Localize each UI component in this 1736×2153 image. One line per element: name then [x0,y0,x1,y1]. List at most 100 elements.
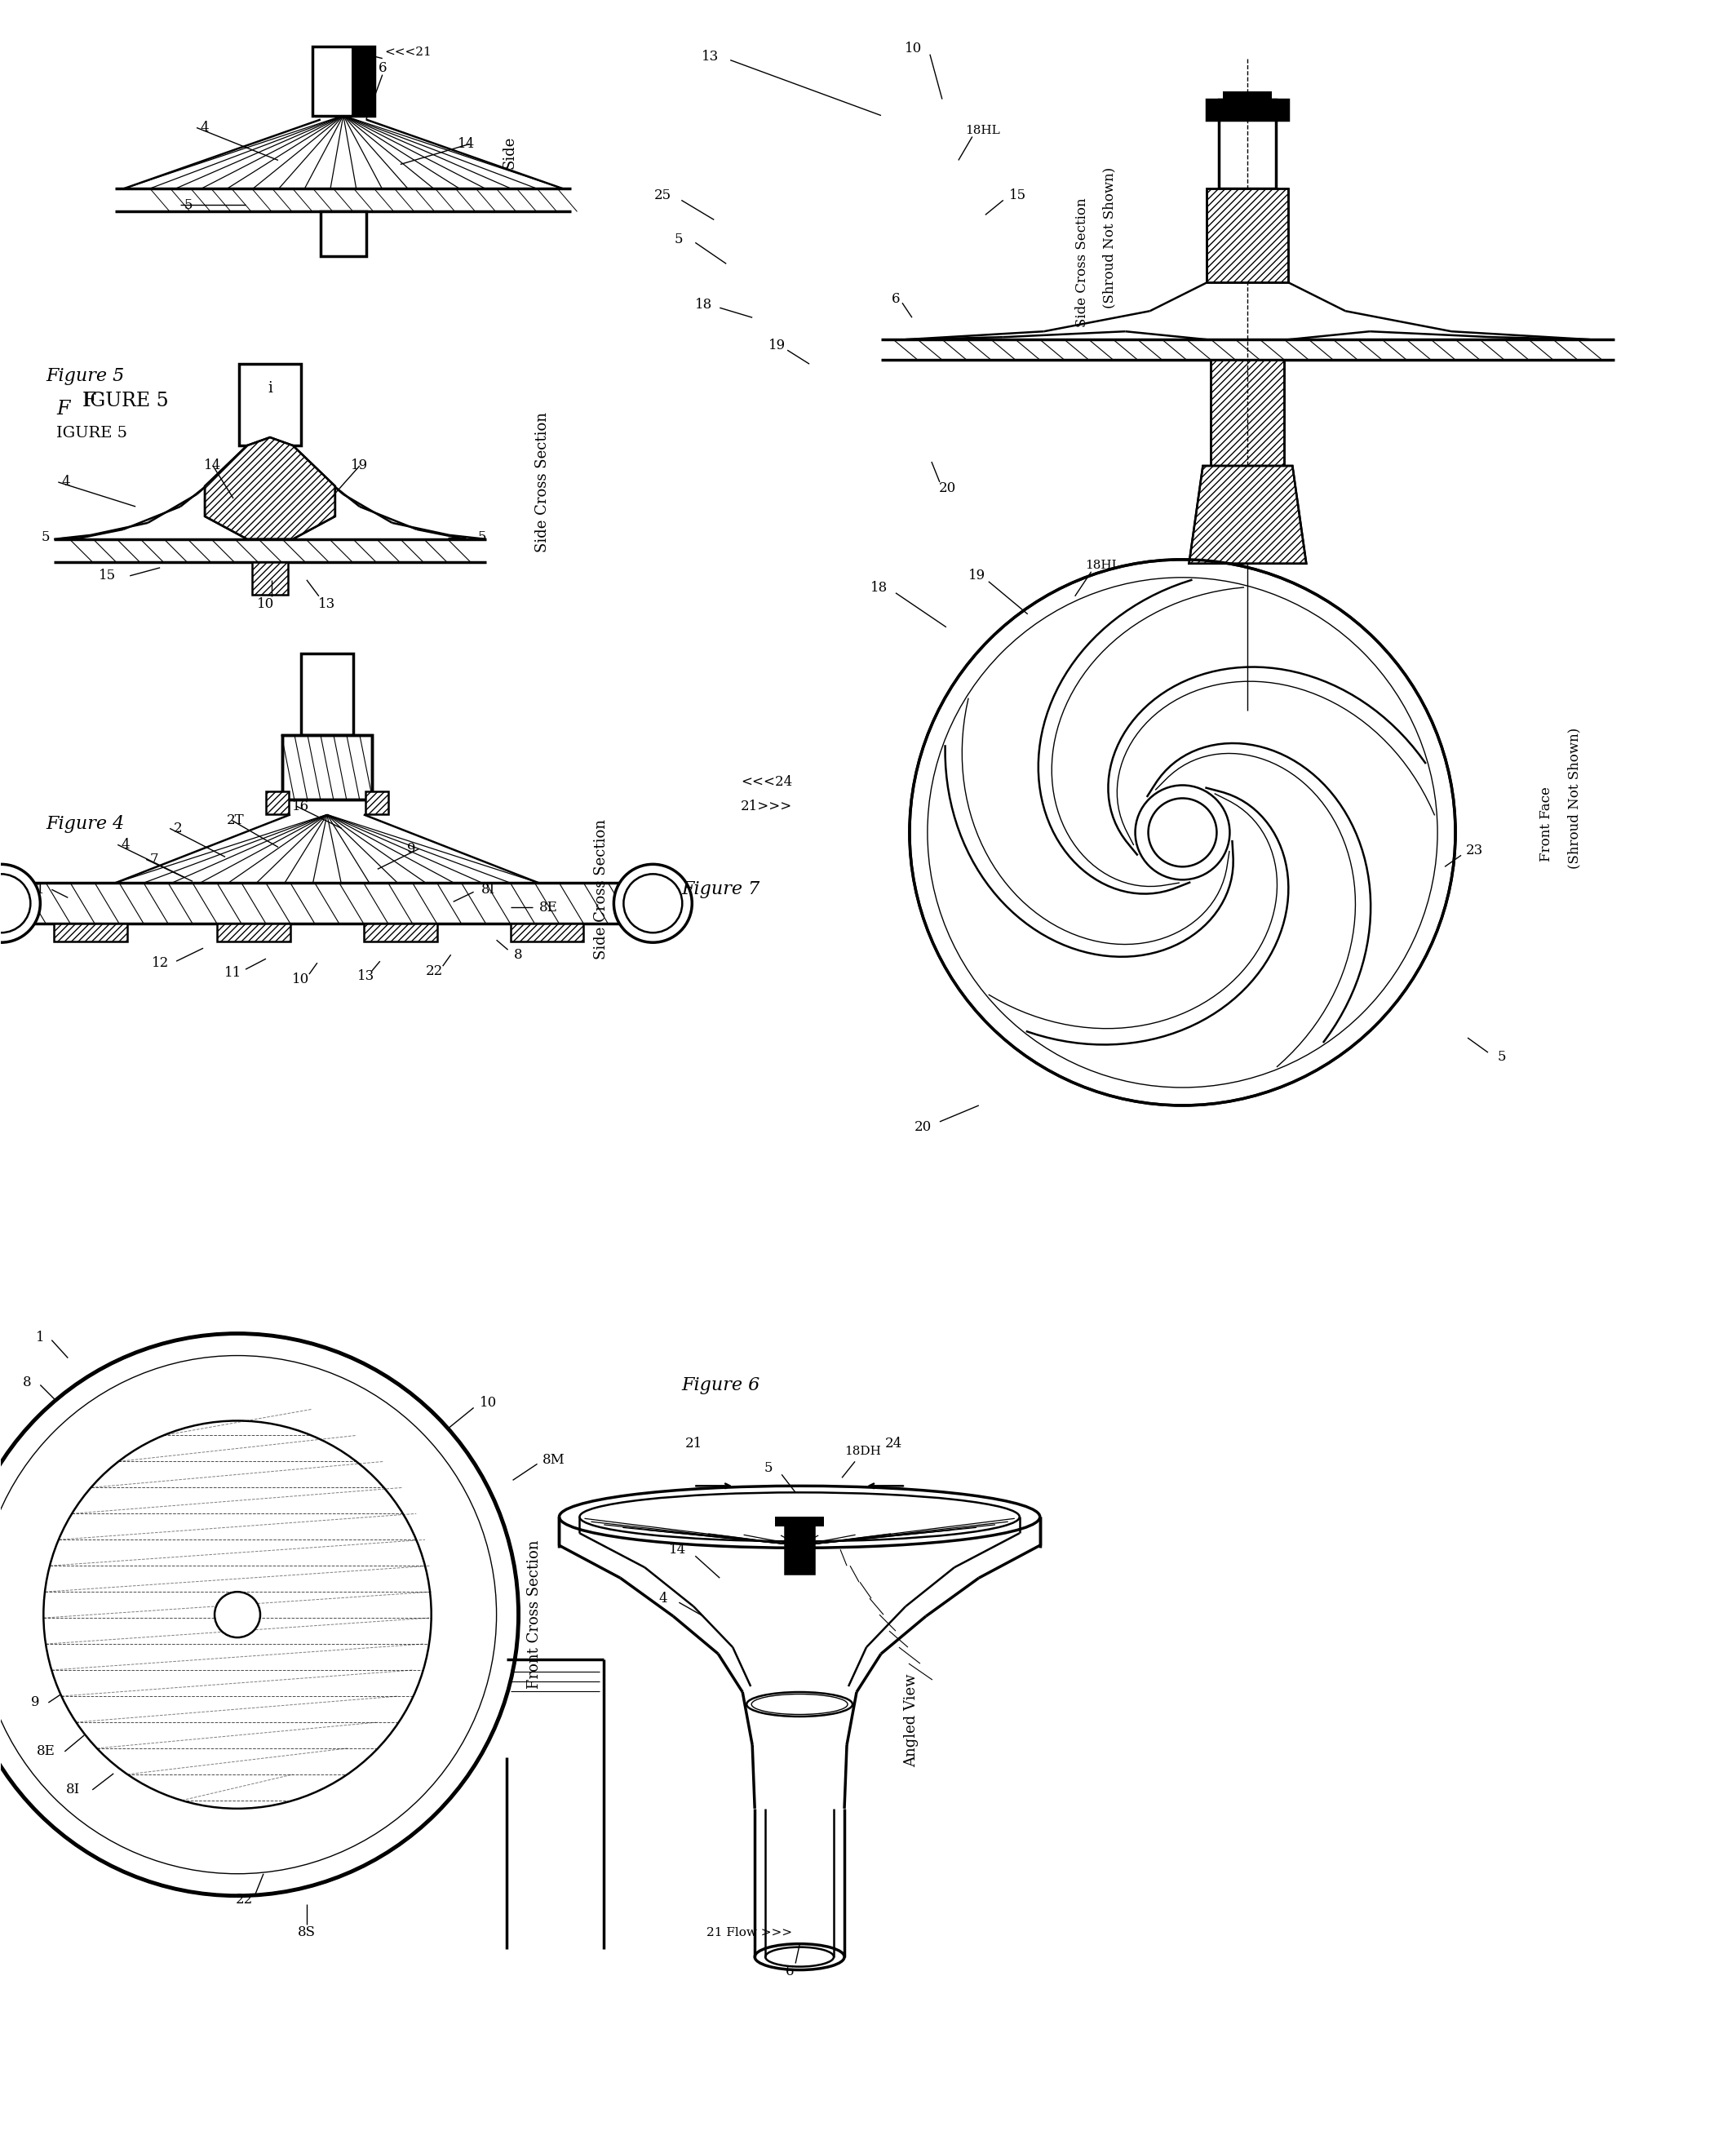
Text: 13: 13 [358,969,375,982]
Bar [312,45,375,116]
Bar [283,734,372,801]
Text: 25: 25 [654,187,672,202]
Text: 22: 22 [425,965,443,977]
Text: 6: 6 [891,293,899,306]
Text: Front Face: Front Face [1540,786,1554,861]
Text: 8M: 8M [542,1453,564,1466]
Bar [510,924,583,941]
Text: 8: 8 [514,947,523,962]
Text: 18DH: 18DH [845,1447,882,1458]
Text: 4: 4 [658,1591,667,1606]
Bar [300,652,352,734]
Bar [252,562,288,594]
Text: 13: 13 [701,50,719,65]
Bar [1219,99,1276,189]
Circle shape [1135,786,1229,881]
Bar [321,211,366,256]
Text: Side Cross Section: Side Cross Section [535,411,550,553]
Text: Figure 7: Figure 7 [682,881,760,898]
Text: 5: 5 [42,530,50,545]
Text: 2: 2 [174,822,182,835]
Circle shape [910,560,1455,1104]
Circle shape [0,1333,519,1897]
Bar [1207,189,1288,282]
Circle shape [215,1591,260,1638]
Bar [217,924,290,941]
Text: 21: 21 [686,1436,703,1451]
Text: 11: 11 [224,967,241,980]
Text: 5: 5 [764,1462,773,1475]
Text: 21 Flow >>>: 21 Flow >>> [707,1927,792,1938]
Text: 18HL: 18HL [965,125,1000,136]
Text: Figure 4: Figure 4 [45,816,125,833]
Text: 5: 5 [675,233,684,245]
Text: 1: 1 [36,1331,45,1346]
Text: i: i [267,381,273,396]
Text: 10: 10 [292,973,309,986]
Text: 18: 18 [871,581,889,594]
Text: 4: 4 [200,121,208,136]
Circle shape [0,863,40,943]
Text: Side: Side [502,136,517,168]
Text: 14: 14 [668,1542,686,1557]
Circle shape [1147,799,1217,868]
Text: Front Cross Section: Front Cross Section [526,1539,542,1690]
Text: IGURE 5: IGURE 5 [83,392,168,409]
Polygon shape [205,437,335,538]
Bar [785,1524,814,1574]
Bar [365,792,389,814]
Text: 4: 4 [62,476,71,489]
Circle shape [623,874,682,932]
Text: Figure 6: Figure 6 [682,1376,760,1393]
Bar [1212,360,1285,465]
Bar [54,924,127,941]
Bar [266,792,288,814]
Text: 20: 20 [915,1120,932,1135]
Text: 8I: 8I [66,1783,80,1798]
Text: 8E: 8E [540,900,557,915]
Text: 19: 19 [351,459,368,474]
Text: 10: 10 [479,1395,496,1410]
Text: 10: 10 [904,41,922,56]
Text: 19: 19 [767,338,785,353]
Text: Side Cross Section: Side Cross Section [1075,198,1088,327]
Text: 5: 5 [184,198,193,211]
Text: (Shroud Not Shown): (Shroud Not Shown) [1568,728,1581,870]
Text: 18HL: 18HL [1085,560,1120,571]
Text: (Shroud Not Shown): (Shroud Not Shown) [1102,168,1116,308]
Bar [785,1524,814,1574]
Text: 15: 15 [1009,187,1026,202]
Text: 16: 16 [292,799,309,814]
Text: 10: 10 [257,596,274,611]
Text: 5: 5 [477,530,486,545]
Text: 22: 22 [236,1892,253,1908]
Text: 8E: 8E [36,1744,56,1759]
Text: 13: 13 [318,596,335,611]
Text: 8S: 8S [297,1925,316,1940]
Text: 18: 18 [694,297,712,312]
Text: 7: 7 [149,853,158,866]
Bar [1207,99,1288,121]
Bar [1207,189,1288,282]
Circle shape [615,863,693,943]
Text: 4: 4 [122,838,130,853]
Bar [351,45,375,116]
Text: <<<24: <<<24 [741,775,793,788]
Text: 6: 6 [378,60,387,75]
Text: 6: 6 [785,1964,793,1979]
Text: <<<21: <<<21 [385,45,432,58]
Text: F: F [83,392,95,409]
Text: F: F [57,400,69,418]
Text: IGURE 5: IGURE 5 [57,426,127,441]
Polygon shape [1189,465,1305,564]
Bar [774,1518,825,1526]
Text: 14: 14 [457,138,474,151]
Text: 5: 5 [1498,1051,1507,1064]
Bar [1224,90,1272,116]
Bar [283,734,372,801]
Text: 21>>>: 21>>> [741,799,793,814]
Text: 9: 9 [31,1697,40,1709]
Text: Angled View: Angled View [904,1673,918,1768]
Text: Side Cross Section: Side Cross Section [594,820,609,960]
Text: 1: 1 [36,883,45,896]
